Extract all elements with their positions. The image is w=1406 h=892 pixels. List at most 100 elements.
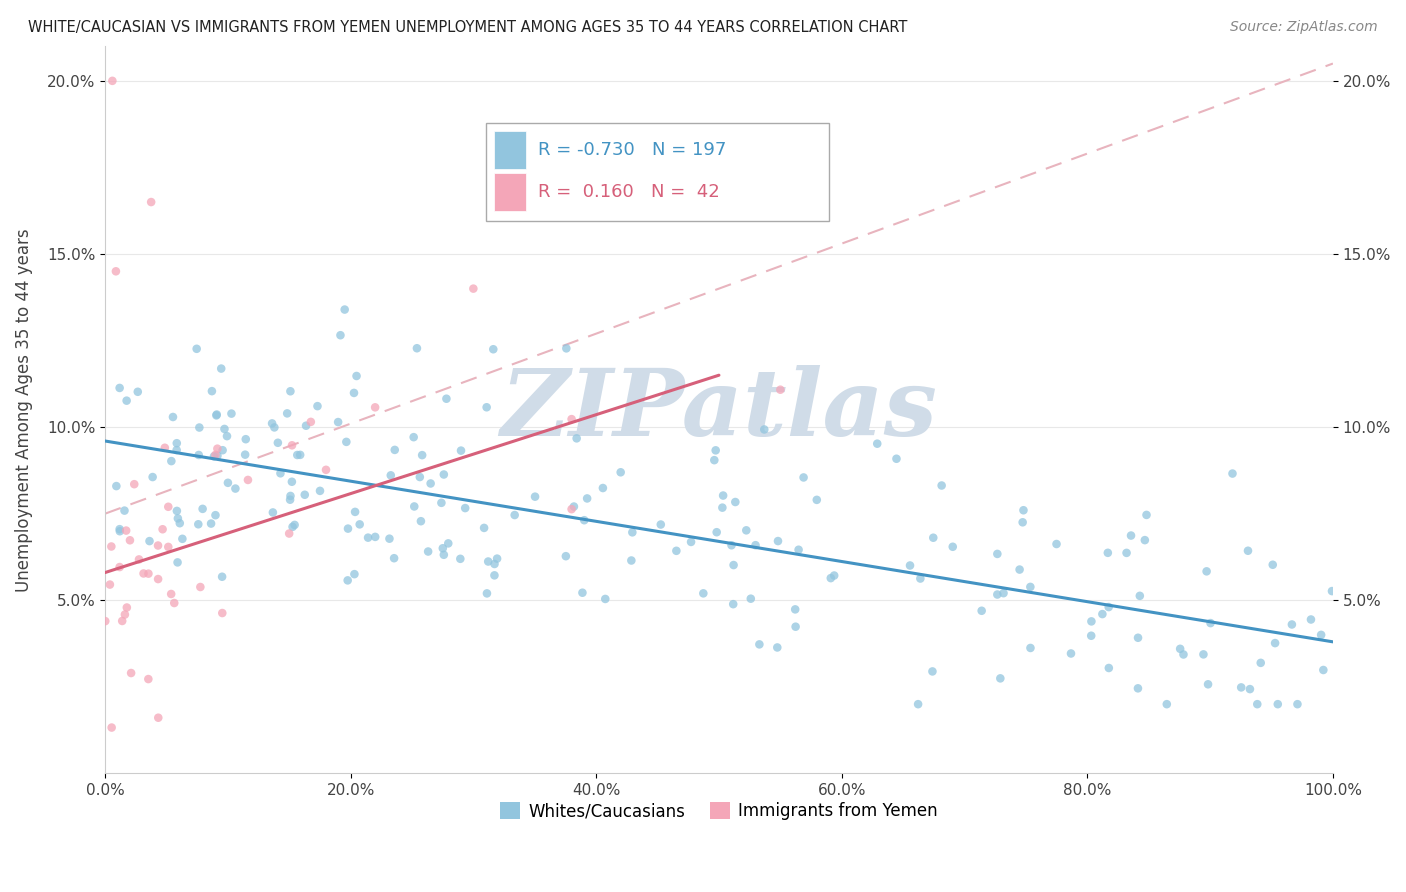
Point (132, 566, 155, 581)
Point (202, 450, 225, 464)
Point (437, 536, 460, 550)
Point (278, 492, 301, 507)
Point (263, 420, 285, 434)
Point (384, 442, 406, 457)
Point (221, 407, 243, 421)
Point (382, 551, 405, 566)
Point (1195, 565, 1218, 579)
Point (1237, 543, 1260, 558)
Point (1091, 607, 1114, 621)
Point (721, 597, 744, 611)
Point (704, 443, 727, 458)
Point (329, 328, 352, 343)
Point (406, 341, 429, 355)
Point (141, 195, 163, 210)
Point (787, 542, 810, 557)
Point (1135, 508, 1157, 522)
Point (942, 540, 965, 554)
Point (98, 577, 121, 591)
Point (1119, 528, 1142, 542)
Point (217, 475, 239, 490)
Point (162, 409, 184, 424)
Point (172, 532, 194, 546)
Point (100, 721, 122, 735)
Point (160, 587, 183, 601)
Point (166, 555, 188, 569)
Point (309, 483, 332, 498)
Point (333, 302, 356, 317)
Point (571, 585, 593, 599)
Point (357, 531, 380, 545)
Point (285, 448, 308, 462)
Point (138, 672, 160, 686)
Point (823, 568, 845, 582)
Point (450, 443, 472, 458)
Point (793, 470, 815, 484)
Point (1129, 589, 1152, 603)
Point (262, 417, 284, 431)
Point (207, 449, 229, 463)
Point (1320, 584, 1343, 599)
Point (706, 525, 728, 540)
Point (209, 361, 232, 376)
Point (766, 640, 789, 655)
Point (120, 666, 142, 681)
Point (364, 530, 387, 544)
Point (482, 343, 505, 357)
Point (201, 384, 224, 398)
Point (115, 600, 138, 615)
Point (186, 342, 208, 356)
Point (1199, 616, 1222, 631)
Point (430, 496, 453, 510)
Point (574, 513, 596, 527)
Text: R = -0.730   N = 197: R = -0.730 N = 197 (538, 141, 727, 159)
Point (267, 435, 290, 450)
Point (806, 492, 828, 507)
Y-axis label: Unemployment Among Ages 35 to 44 years: Unemployment Among Ages 35 to 44 years (15, 228, 32, 591)
Point (153, 441, 176, 455)
Point (681, 535, 703, 549)
Point (111, 614, 134, 628)
Point (1168, 641, 1191, 656)
Point (169, 516, 191, 531)
Point (907, 697, 929, 711)
Point (621, 525, 644, 540)
Point (224, 482, 246, 496)
Point (484, 557, 506, 571)
Point (380, 468, 402, 483)
Point (236, 473, 259, 487)
Point (1267, 697, 1289, 711)
Point (146, 572, 169, 586)
Point (207, 442, 229, 456)
Point (593, 591, 616, 606)
Point (665, 544, 688, 558)
Point (343, 567, 366, 582)
Point (432, 541, 454, 556)
Point (988, 672, 1011, 686)
Point (592, 481, 614, 495)
Point (211, 606, 233, 620)
Point (886, 451, 908, 466)
Point (1011, 516, 1033, 530)
Point (711, 500, 734, 515)
Point (335, 434, 357, 449)
Text: WHITE/CAUCASIAN VS IMMIGRANTS FROM YEMEN UNEMPLOYMENT AMONG AGES 35 TO 44 YEARS : WHITE/CAUCASIAN VS IMMIGRANTS FROM YEMEN… (28, 20, 907, 35)
Point (921, 665, 943, 679)
Point (122, 477, 145, 491)
Point (1008, 563, 1031, 577)
Point (157, 500, 180, 514)
Point (419, 476, 441, 491)
Point (449, 551, 471, 566)
Point (1222, 467, 1244, 481)
Point (294, 488, 316, 502)
FancyBboxPatch shape (485, 122, 830, 220)
Point (269, 467, 291, 481)
Point (1299, 613, 1322, 627)
Point (922, 531, 945, 545)
Point (1230, 681, 1253, 695)
Point (703, 453, 725, 467)
Point (402, 430, 425, 444)
Point (1192, 648, 1215, 662)
Point (475, 586, 498, 600)
Point (299, 415, 322, 429)
